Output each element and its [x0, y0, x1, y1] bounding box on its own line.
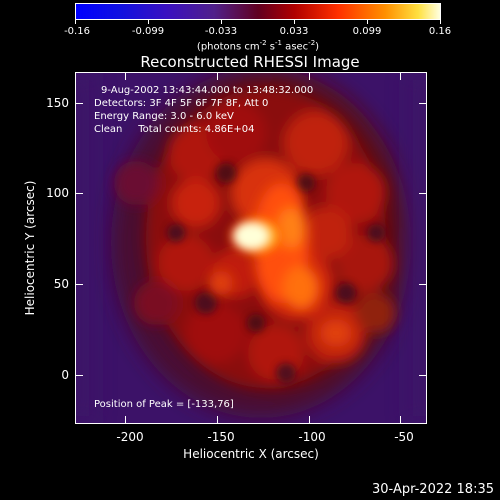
detectors-annotation: Detectors: 3F 4F 5F 6F 7F 8F, Att 0: [94, 98, 269, 109]
y-axis-tick: [419, 284, 426, 285]
y-tick-label: 150: [46, 96, 69, 110]
y-axis-title: Heliocentric Y (arcsec): [23, 180, 37, 316]
x-axis-tick: [125, 416, 126, 423]
rhessi-heatmap: [76, 73, 426, 423]
image-title: Reconstructed RHESSI Image: [140, 53, 360, 71]
peak-position-annotation: Position of Peak = [-133,76]: [94, 399, 234, 410]
colorbar-units: (photons cm-2 s-1 asec-2): [196, 39, 320, 53]
x-axis-tick: [400, 73, 401, 80]
y-tick-label: 0: [61, 368, 69, 382]
colorbar-tick-label: -0.033: [204, 26, 238, 37]
y-axis-tick: [419, 103, 426, 104]
colorbar-tick: [75, 20, 76, 24]
energy-range-annotation: Energy Range: 3.0 - 6.0 keV: [94, 111, 234, 122]
x-tick-label: -150: [207, 430, 235, 444]
y-tick-label: 100: [46, 186, 69, 200]
x-axis-tick: [217, 416, 218, 423]
colorbar-tick: [367, 20, 368, 24]
x-axis-tick: [125, 73, 126, 80]
colorbar-tick-label: 0.033: [279, 26, 309, 37]
x-tick-label: -100: [298, 430, 326, 444]
x-axis-tick: [309, 416, 310, 423]
colorbar-tick-label: -0.16: [64, 26, 90, 37]
colorbar-tick: [221, 20, 222, 24]
y-axis-tick: [76, 375, 83, 376]
colorbar-tick-label: -0.099: [131, 26, 165, 37]
colorbar-tick: [148, 20, 149, 24]
x-tick-label: -50: [394, 430, 414, 444]
colorbar-gradient: [76, 4, 440, 19]
colorbar-tick: [294, 20, 295, 24]
x-axis-tick: [400, 416, 401, 423]
y-axis-tick: [419, 375, 426, 376]
clean-counts-annotation: Clean Total counts: 4.86E+04: [94, 124, 255, 135]
colorbar-tick: [440, 20, 441, 24]
y-axis-tick: [419, 193, 426, 194]
colorbar-tick-label: 0.099: [352, 26, 382, 37]
time-range-annotation: 9-Aug-2002 13:43:44.000 to 13:48:32.000: [101, 85, 314, 96]
rhessi-image: 9-Aug-2002 13:43:44.000 to 13:48:32.000 …: [75, 72, 427, 424]
y-tick-label: 50: [53, 277, 69, 291]
x-axis-tick: [217, 73, 218, 80]
render-timestamp: 30-Apr-2022 18:35: [372, 482, 494, 497]
y-axis-tick: [76, 103, 83, 104]
x-axis-tick: [309, 73, 310, 80]
x-axis-title: Heliocentric X (arcsec): [183, 447, 319, 461]
colorbar: [75, 3, 441, 20]
colorbar-tick-label: 0.16: [428, 26, 452, 37]
x-tick-label: -200: [116, 430, 144, 444]
y-axis-tick: [76, 193, 83, 194]
y-axis-tick: [76, 284, 83, 285]
